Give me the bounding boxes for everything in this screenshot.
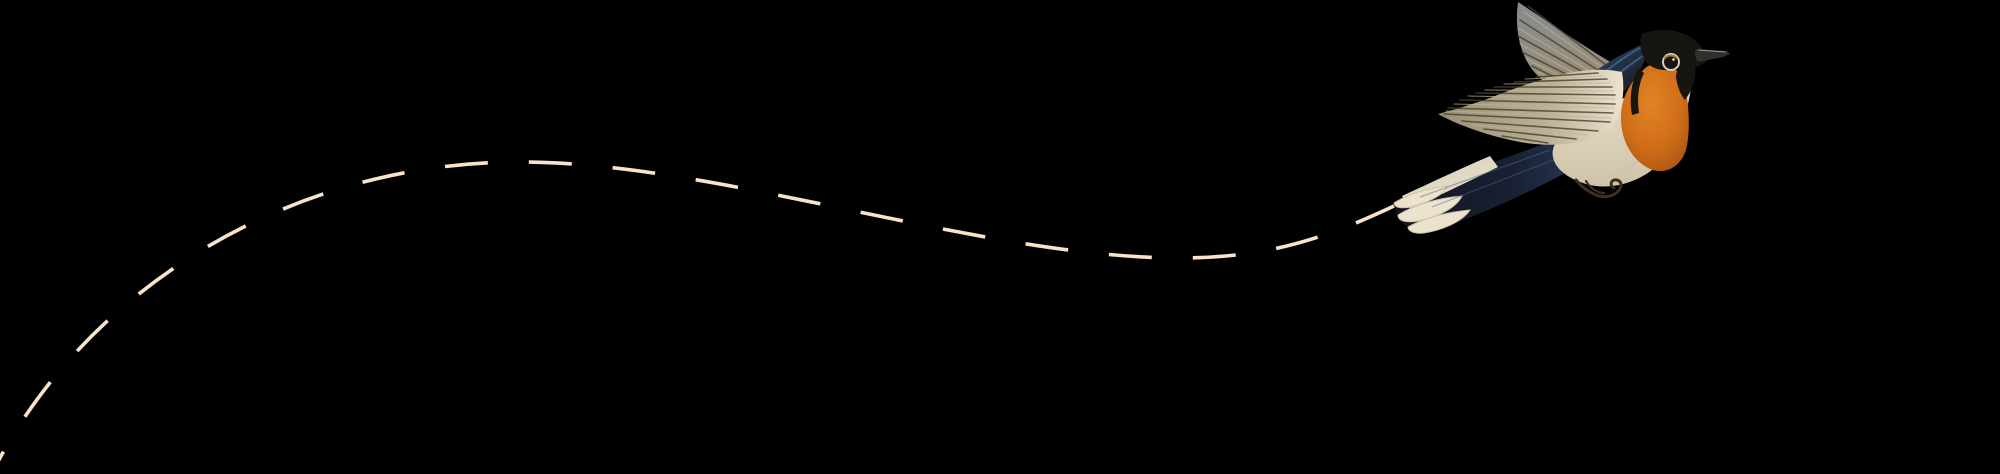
bird-foot	[1574, 178, 1623, 199]
flight-path-dashed-line	[0, 160, 1395, 462]
bird-foot-toe	[1584, 179, 1606, 195]
bird-beak	[1694, 49, 1730, 62]
bird-eye	[1662, 53, 1680, 71]
bird-mask-right	[1676, 62, 1696, 100]
bird-tail-feather-lines	[1419, 149, 1557, 208]
bird-mask-left	[1630, 68, 1644, 115]
swallow-bird-illustration	[1393, 2, 1730, 234]
bird-near-wing-feather-lines	[1443, 72, 1616, 144]
bird-beak-ridge	[1697, 49, 1727, 53]
bird-near-wing-feather-highlights	[1445, 75, 1616, 136]
bird-head-cap	[1640, 30, 1708, 71]
